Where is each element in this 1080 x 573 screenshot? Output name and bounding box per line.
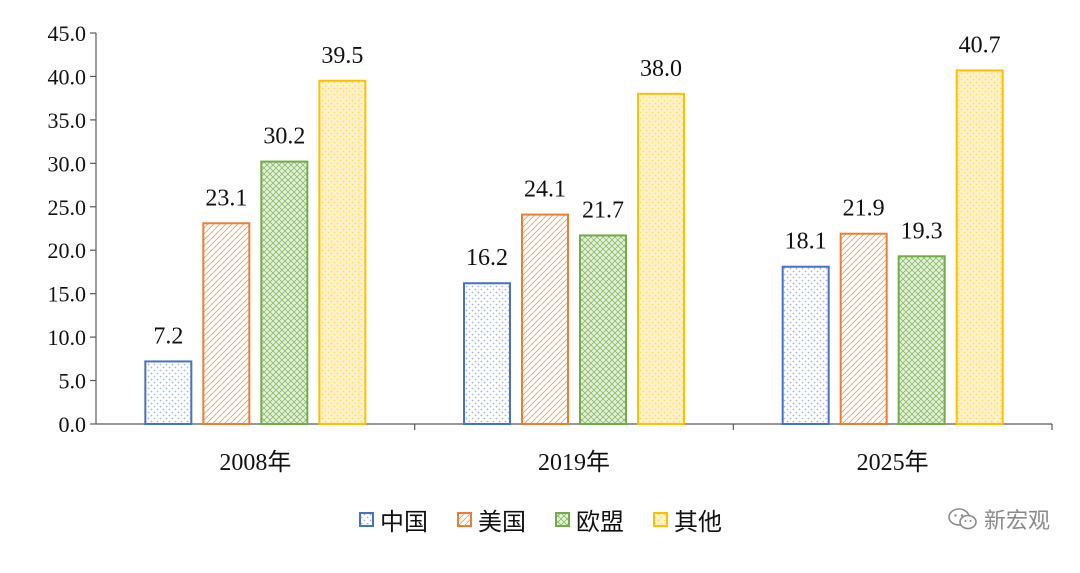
bar — [202, 222, 251, 425]
y-tick-label: 5.0 — [59, 369, 87, 394]
data-label: 30.2 — [263, 124, 305, 150]
x-tick-label: 2019年 — [538, 449, 610, 476]
data-label: 24.1 — [524, 177, 566, 203]
plot-area-background — [96, 33, 1052, 425]
y-tick-label: 30.0 — [48, 151, 87, 176]
bar — [463, 282, 511, 425]
bar — [897, 255, 946, 425]
data-label: 18.1 — [785, 229, 827, 255]
bar — [637, 92, 685, 425]
data-labels: 7.2 23.1 30.2 39.5 16.2 24.1 21.7 38.0 18.1 21.9 1… — [153, 32, 1000, 349]
y-tick-label: 15.0 — [48, 282, 87, 307]
data-label: 39.5 — [321, 43, 363, 69]
legend-label: 中国 — [380, 508, 428, 536]
data-label: 7.2 — [153, 323, 183, 349]
data-label: 40.7 — [959, 32, 1001, 58]
bar — [144, 360, 193, 426]
y-tick-label: 10.0 — [48, 325, 87, 350]
bar — [781, 265, 830, 425]
bar — [521, 213, 569, 425]
y-tick-label: 40.0 — [48, 64, 87, 89]
legend-label: 美国 — [478, 508, 526, 536]
data-label: 23.1 — [205, 185, 247, 211]
bar — [260, 160, 309, 425]
legend-label: 其他 — [674, 508, 722, 536]
legend-swatch — [359, 512, 374, 527]
y-tick-label: 25.0 — [48, 195, 87, 220]
y-tick-label: 20.0 — [48, 238, 87, 263]
data-label: 19.3 — [901, 218, 943, 244]
wechat-icon — [948, 508, 977, 530]
legend: 中国 美国 欧盟 其他 — [359, 508, 722, 536]
y-tick-label: 0.0 — [59, 412, 87, 437]
legend-swatch — [457, 512, 472, 527]
watermark-text: 新宏观 — [983, 509, 1050, 534]
legend-label: 欧盟 — [576, 508, 624, 536]
x-tick-label: 2025年 — [857, 449, 929, 476]
x-tick-label: 2008年 — [219, 449, 291, 476]
bar — [839, 232, 888, 425]
y-tick-label: 45.0 — [48, 21, 87, 46]
bar — [955, 69, 1004, 426]
data-label: 16.2 — [466, 245, 508, 271]
data-label: 38.0 — [640, 56, 682, 82]
y-tick-label: 35.0 — [48, 108, 87, 133]
axes: 0.0 5.0 10.0 15.0 20.0 25.0 30.0 35.0 40.0 45.0 20… — [48, 21, 1053, 476]
data-label: 21.7 — [582, 197, 624, 223]
bar — [579, 234, 627, 425]
legend-swatch — [555, 512, 570, 527]
watermark: 新宏观 — [948, 503, 1050, 535]
bars — [144, 69, 1004, 426]
data-label: 21.9 — [843, 196, 885, 222]
legend-swatch — [653, 512, 668, 527]
bar — [318, 79, 367, 426]
